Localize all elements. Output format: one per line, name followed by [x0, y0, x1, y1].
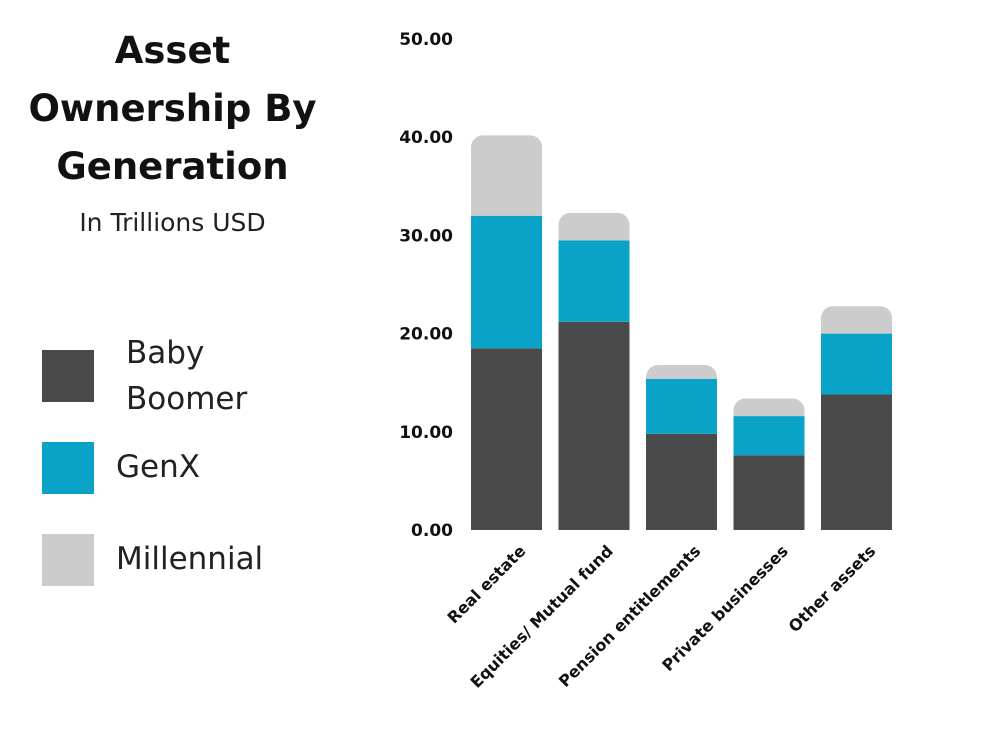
- bar-segment-baby-boomer: [646, 433, 717, 530]
- legend-label-millennial: Millennial: [116, 541, 264, 577]
- legend-label-genx: GenX: [116, 449, 200, 485]
- bar-segment-millennial: [558, 212, 630, 241]
- x-category-label: Real estate: [444, 541, 530, 627]
- bar-stack: [471, 135, 542, 530]
- y-tick-label: 30.00: [399, 226, 453, 246]
- bar-segment-genx: [646, 378, 717, 434]
- legend-swatch-baby-boomer: [42, 350, 94, 402]
- y-tick-label: 20.00: [399, 325, 453, 345]
- bar-segment-baby-boomer: [558, 321, 630, 530]
- bar-segment-baby-boomer: [821, 394, 892, 530]
- bar-stack: [821, 306, 892, 530]
- x-category-label: Other assets: [785, 541, 880, 636]
- bar-stack: [558, 212, 630, 530]
- bar-segment-millennial: [471, 135, 542, 216]
- y-tick-label: 40.00: [399, 128, 453, 148]
- bar-segment-millennial: [646, 365, 717, 379]
- bar-segment-genx: [471, 215, 542, 349]
- y-tick-label: 0.00: [411, 521, 453, 541]
- legend-label-baby-boomer: Baby Boomer: [126, 335, 248, 417]
- bar-stack: [733, 398, 805, 530]
- bar-segment-genx: [558, 240, 630, 322]
- bar-segment-millennial: [821, 306, 892, 334]
- chart-subtitle: In Trillions USD: [79, 208, 266, 237]
- legend-swatch-genx: [42, 442, 94, 494]
- bar-segment-baby-boomer: [733, 455, 805, 530]
- bar-segment-baby-boomer: [471, 348, 542, 530]
- y-tick-label: 50.00: [399, 30, 453, 50]
- bar-segment-millennial: [733, 398, 805, 417]
- bar-segment-genx: [821, 333, 892, 395]
- y-tick-label: 10.00: [399, 423, 453, 443]
- x-category-label: Equities/ Mutual fund: [467, 541, 617, 691]
- bar-segment-genx: [733, 416, 805, 456]
- bar-stack: [646, 365, 717, 530]
- legend-swatch-millennial: [42, 534, 94, 586]
- chart-title: Asset Ownership By Generation: [28, 29, 317, 188]
- x-category-label: Pension entitlements: [555, 541, 704, 690]
